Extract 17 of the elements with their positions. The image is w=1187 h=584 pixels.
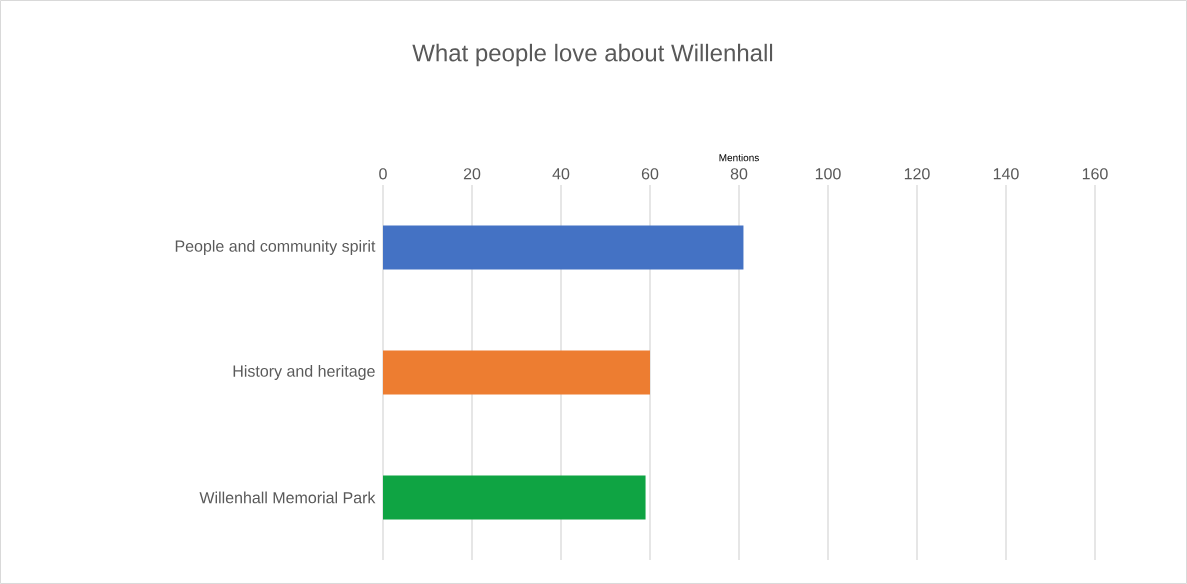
x-tick-label: 160 <box>1082 168 1108 180</box>
x-axis-title: Mentions <box>719 153 759 162</box>
x-tick-label: 0 <box>379 168 387 180</box>
chart-title: What people love about Willenhall <box>412 43 773 67</box>
x-tick-label: 80 <box>730 168 748 180</box>
y-tick-label: People and community spirit <box>175 240 376 255</box>
bar <box>383 225 744 270</box>
x-tick-label: 60 <box>641 168 659 180</box>
x-tick-label: 140 <box>993 168 1019 180</box>
x-tick-label: 100 <box>815 168 841 180</box>
x-tick-label: 40 <box>552 168 570 180</box>
y-tick-label: History and heritage <box>233 365 375 380</box>
bar <box>383 350 650 395</box>
y-tick-label: Willenhall Memorial Park <box>199 491 376 504</box>
x-tick-label: 20 <box>463 168 481 180</box>
x-tick-label: 120 <box>904 168 930 180</box>
bar <box>383 475 646 520</box>
